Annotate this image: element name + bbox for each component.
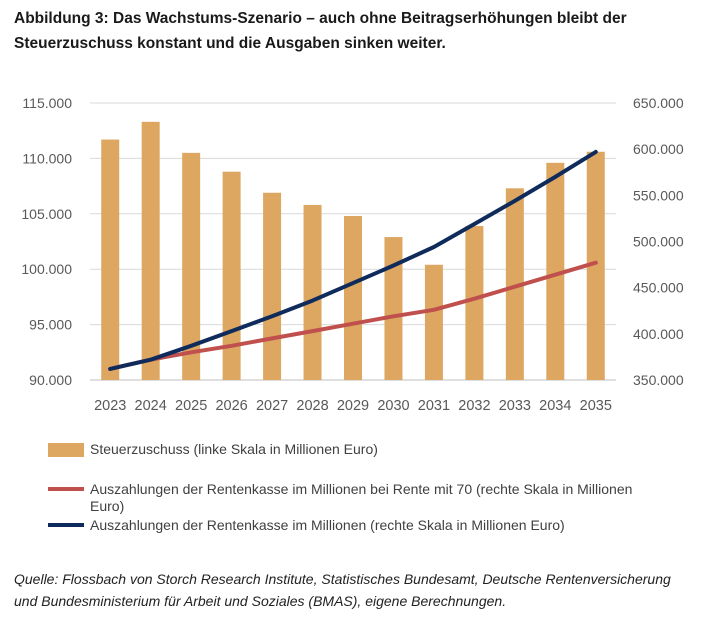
x-axis-tick-label: 2030 bbox=[377, 398, 409, 414]
left-axis-tick-label: 100.000 bbox=[21, 261, 72, 277]
bar-steuerzuschuss bbox=[263, 192, 282, 380]
x-axis-tick-label: 2028 bbox=[296, 398, 328, 414]
x-axis-tick-label: 2025 bbox=[175, 398, 207, 414]
right-axis-tick-label: 350.000 bbox=[633, 372, 684, 388]
x-axis-tick-label: 2026 bbox=[215, 398, 247, 414]
x-axis-tick-label: 2029 bbox=[337, 398, 369, 414]
bar-steuerzuschuss bbox=[586, 151, 605, 380]
legend-label-bar: Steuerzuschuss (linke Skala in Millionen… bbox=[90, 441, 378, 457]
right-axis-tick-label: 500.000 bbox=[633, 234, 684, 250]
right-axis-tick-label: 400.000 bbox=[633, 326, 684, 342]
left-axis-tick-label: 115.000 bbox=[22, 95, 72, 111]
left-axis-tick-label: 105.000 bbox=[21, 206, 72, 222]
right-axis-tick-label: 550.000 bbox=[633, 187, 684, 203]
x-axis-tick-label: 2035 bbox=[580, 398, 612, 414]
x-axis-tick-label: 2034 bbox=[539, 398, 571, 414]
bar-steuerzuschuss bbox=[344, 216, 362, 380]
x-axis-tick-label: 2032 bbox=[458, 398, 490, 414]
left-axis-tick-label: 110.000 bbox=[22, 150, 72, 166]
x-axis-tick-label: 2024 bbox=[135, 398, 167, 414]
x-axis-tick-label: 2033 bbox=[499, 398, 531, 414]
line-navy bbox=[108, 149, 598, 371]
legend-label-red: Auszahlungen der Rentenkasse im Millione… bbox=[90, 481, 633, 514]
bar-steuerzuschuss bbox=[141, 121, 160, 380]
bar-steuerzuschuss bbox=[546, 162, 565, 380]
bar-steuerzuschuss bbox=[384, 237, 403, 380]
x-axis-tick-label: 2027 bbox=[256, 398, 288, 414]
legend-label-navy: Auszahlungen der Rentenkasse im Millione… bbox=[90, 517, 565, 533]
left-axis-tick-label: 95.000 bbox=[29, 317, 72, 333]
right-axis-tick-label: 450.000 bbox=[633, 280, 684, 296]
right-axis-tick-label: 650.000 bbox=[633, 95, 684, 111]
x-axis-tick-label: 2031 bbox=[418, 398, 450, 414]
left-axis-tick-label: 90.000 bbox=[29, 372, 72, 388]
right-axis-tick-label: 600.000 bbox=[633, 141, 684, 157]
line-red bbox=[108, 260, 598, 371]
bar-steuerzuschuss bbox=[465, 225, 484, 380]
legend-swatch-navy bbox=[48, 523, 84, 527]
bar-steuerzuschuss bbox=[505, 188, 524, 380]
legend-swatch-red bbox=[48, 487, 84, 491]
source-note: Quelle: Flossbach von Storch Research In… bbox=[14, 571, 671, 609]
bar-steuerzuschuss bbox=[303, 204, 322, 380]
x-axis-tick-label: 2023 bbox=[94, 398, 126, 414]
bar-steuerzuschuss bbox=[424, 264, 443, 380]
bar-steuerzuschuss bbox=[182, 152, 201, 380]
chart-title: Abbildung 3: Das Wachstums-Szenario – au… bbox=[14, 10, 627, 52]
bar-steuerzuschuss bbox=[101, 139, 120, 380]
legend-swatch-bar bbox=[48, 443, 84, 457]
